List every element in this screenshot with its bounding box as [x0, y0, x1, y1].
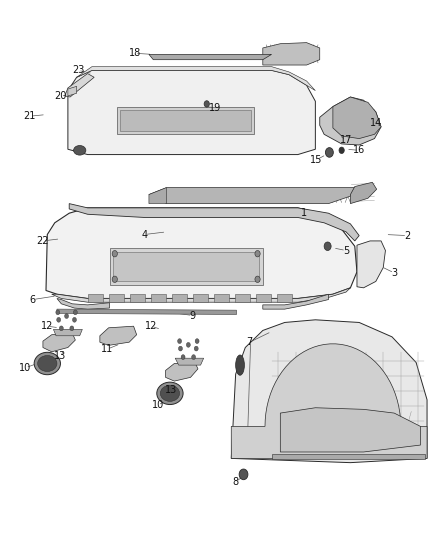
Polygon shape: [52, 288, 350, 302]
Text: 19: 19: [208, 103, 221, 112]
Circle shape: [112, 251, 117, 257]
Circle shape: [59, 326, 63, 330]
Polygon shape: [57, 309, 237, 314]
Polygon shape: [130, 294, 145, 302]
Polygon shape: [175, 358, 204, 365]
Polygon shape: [113, 252, 259, 281]
Text: 9: 9: [190, 311, 196, 320]
Polygon shape: [193, 294, 208, 302]
Ellipse shape: [74, 146, 86, 155]
Polygon shape: [166, 362, 198, 381]
Polygon shape: [214, 294, 229, 302]
Polygon shape: [263, 294, 328, 309]
Polygon shape: [277, 294, 292, 302]
Ellipse shape: [236, 355, 244, 375]
Circle shape: [324, 242, 331, 251]
Circle shape: [194, 346, 198, 351]
Polygon shape: [88, 294, 103, 302]
Polygon shape: [235, 294, 250, 302]
Text: 18: 18: [129, 49, 141, 58]
Text: 5: 5: [343, 246, 349, 255]
Text: 13: 13: [165, 385, 177, 395]
Circle shape: [255, 276, 260, 282]
Polygon shape: [110, 248, 263, 285]
Text: 13: 13: [54, 351, 67, 361]
Polygon shape: [320, 97, 381, 145]
Polygon shape: [263, 43, 320, 65]
Polygon shape: [65, 74, 94, 97]
Polygon shape: [357, 241, 385, 288]
Circle shape: [187, 342, 191, 348]
Polygon shape: [149, 54, 272, 60]
Text: 17: 17: [340, 135, 352, 144]
Text: 15: 15: [310, 155, 322, 165]
Polygon shape: [231, 344, 427, 458]
Circle shape: [72, 317, 76, 322]
Circle shape: [177, 339, 181, 344]
Text: 6: 6: [30, 295, 36, 304]
Circle shape: [192, 355, 195, 360]
Circle shape: [181, 355, 185, 360]
Polygon shape: [256, 294, 271, 302]
Polygon shape: [333, 97, 381, 139]
Text: 12: 12: [41, 321, 53, 331]
Polygon shape: [100, 326, 137, 345]
Polygon shape: [172, 294, 187, 302]
Circle shape: [178, 346, 183, 351]
Ellipse shape: [157, 382, 183, 405]
Ellipse shape: [34, 352, 60, 375]
Polygon shape: [231, 320, 427, 463]
Text: 23: 23: [72, 66, 84, 75]
Polygon shape: [149, 188, 355, 204]
Polygon shape: [149, 188, 166, 204]
Polygon shape: [46, 208, 357, 298]
Ellipse shape: [38, 356, 57, 372]
Polygon shape: [68, 86, 77, 96]
Text: 7: 7: [247, 337, 253, 347]
Text: 4: 4: [141, 230, 148, 239]
Polygon shape: [109, 294, 124, 302]
Text: 12: 12: [145, 321, 157, 331]
Polygon shape: [77, 67, 315, 91]
Circle shape: [204, 101, 209, 107]
Polygon shape: [117, 107, 254, 134]
Circle shape: [112, 276, 117, 282]
Polygon shape: [68, 70, 315, 155]
Text: 22: 22: [37, 236, 49, 246]
Polygon shape: [69, 204, 359, 241]
Polygon shape: [280, 408, 420, 452]
Circle shape: [325, 148, 333, 157]
Text: 3: 3: [391, 268, 397, 278]
Circle shape: [73, 310, 77, 314]
Polygon shape: [57, 298, 110, 309]
Text: 10: 10: [152, 400, 164, 410]
Text: 11: 11: [101, 344, 113, 354]
Ellipse shape: [160, 385, 180, 401]
Text: 8: 8: [233, 477, 239, 487]
Circle shape: [255, 251, 260, 257]
Text: 21: 21: [24, 111, 36, 121]
Circle shape: [64, 313, 68, 318]
Circle shape: [70, 326, 74, 330]
Text: 16: 16: [353, 146, 365, 155]
Circle shape: [57, 317, 60, 322]
Text: 1: 1: [301, 208, 307, 218]
Polygon shape: [120, 110, 251, 131]
Circle shape: [239, 469, 248, 480]
Polygon shape: [272, 454, 425, 459]
Polygon shape: [43, 333, 75, 352]
Circle shape: [56, 310, 60, 314]
Circle shape: [195, 339, 199, 344]
Polygon shape: [350, 182, 377, 204]
Text: 14: 14: [370, 118, 382, 127]
Text: 20: 20: [54, 91, 67, 101]
Text: 2: 2: [404, 231, 410, 240]
Circle shape: [339, 147, 344, 154]
Text: 10: 10: [19, 363, 32, 373]
Polygon shape: [53, 329, 82, 336]
Polygon shape: [151, 294, 166, 302]
